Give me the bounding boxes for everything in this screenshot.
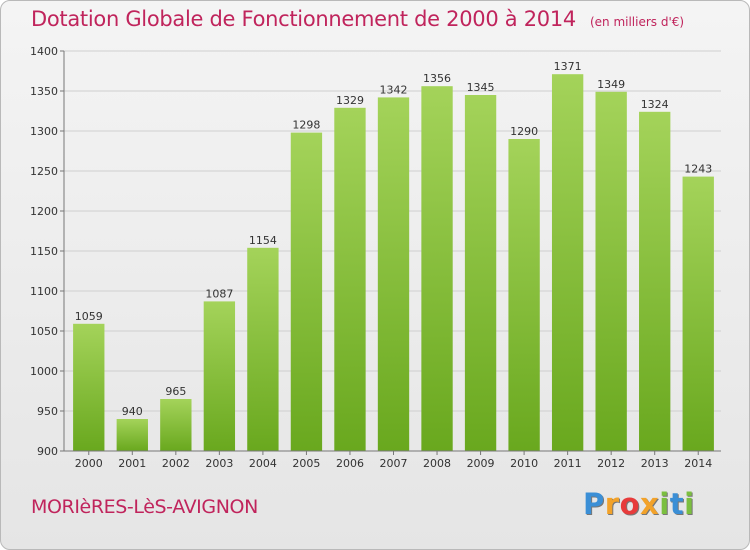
y-tick-label: 1400: [30, 45, 58, 58]
logo-letter: o: [619, 487, 641, 521]
logo-letter: i: [684, 487, 695, 521]
value-labels: 1059 940 965 1087 1154 1298 1329 1342 1356 1345 12…: [75, 60, 712, 418]
value-label: 1298: [292, 119, 320, 132]
bar-2013: [639, 111, 671, 452]
y-tick-label: 1000: [30, 365, 58, 378]
x-tick-label: 2010: [510, 457, 538, 470]
value-label: 965: [165, 385, 186, 398]
title-text: Dotation Globale de Fonctionnement de 20…: [31, 7, 576, 31]
bar-2006: [334, 107, 366, 452]
logo-letter: i: [659, 487, 670, 521]
value-label: 1087: [205, 287, 233, 300]
x-tick-label: 2006: [336, 457, 364, 470]
value-label: 1356: [423, 72, 451, 85]
value-label: 1349: [597, 78, 625, 91]
bar-2012: [595, 91, 627, 452]
y-tick-label: 1150: [30, 245, 58, 258]
y-tick-label: 1100: [30, 285, 58, 298]
bar-2009: [464, 95, 497, 451]
x-axis-ticks: 2000 2001 2002 2003 2004 2005 2006 2007 2008 2009…: [75, 451, 712, 470]
value-label: 1324: [641, 98, 669, 111]
bar-2011: [551, 74, 584, 451]
value-label: 1059: [75, 310, 103, 323]
bar-2001: [116, 419, 148, 451]
value-label: 1342: [380, 83, 408, 96]
value-label: 1243: [684, 163, 712, 176]
x-tick-label: 2002: [162, 457, 190, 470]
bar-2000: [73, 323, 105, 451]
y-axis-ticks: 900 950 1000 1050 1100 1150 1200 1250 1300 1350 14…: [30, 45, 64, 458]
x-tick-label: 2008: [423, 457, 451, 470]
value-label: 1371: [554, 60, 582, 73]
y-tick-label: 1300: [30, 125, 58, 138]
bar-2007: [377, 97, 410, 452]
y-tick-label: 1050: [30, 325, 58, 338]
bar-2008: [421, 86, 453, 451]
logo-letter: P: [583, 487, 605, 521]
x-tick-label: 2004: [249, 457, 277, 470]
bar-2002: [160, 399, 192, 451]
value-label: 1290: [510, 125, 538, 138]
x-tick-label: 2007: [380, 457, 408, 470]
bar-2003: [203, 301, 236, 451]
value-label: 1345: [467, 81, 495, 94]
commune-name: MORIèRES-LèS-AVIGNON: [31, 496, 258, 518]
bar-2004: [247, 247, 279, 451]
logo-letter: r: [604, 487, 620, 521]
y-tick-label: 1250: [30, 165, 58, 178]
x-tick-label: 2013: [641, 457, 669, 470]
x-tick-label: 2001: [118, 457, 146, 470]
x-tick-label: 2011: [554, 457, 582, 470]
logo-letter: x: [640, 487, 660, 521]
value-label: 940: [122, 405, 143, 418]
proxiti-logo: Proxiti: [583, 487, 695, 521]
unit-label: (en milliers d'€): [589, 15, 685, 29]
bars: [73, 74, 714, 452]
bar-2010: [508, 139, 540, 451]
chart-title: Dotation Globale de Fonctionnement de 20…: [31, 7, 684, 31]
y-tick-label: 1200: [30, 205, 58, 218]
bar-2005: [290, 132, 323, 451]
x-tick-label: 2005: [292, 457, 320, 470]
x-tick-label: 2003: [205, 457, 233, 470]
x-tick-label: 2014: [684, 457, 712, 470]
x-tick-label: 2012: [597, 457, 625, 470]
y-tick-label: 900: [37, 445, 58, 458]
y-tick-label: 950: [37, 405, 58, 418]
bar-2014: [682, 176, 714, 451]
value-label: 1154: [249, 234, 277, 247]
logo-letter: t: [669, 487, 685, 521]
value-label: 1329: [336, 94, 364, 107]
x-tick-label: 2000: [75, 457, 103, 470]
y-tick-label: 1350: [30, 85, 58, 98]
x-tick-label: 2009: [467, 457, 495, 470]
